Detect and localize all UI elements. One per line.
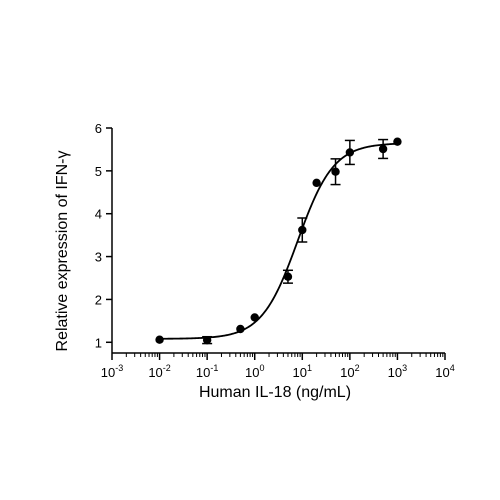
x-tick-label: 101	[293, 363, 312, 380]
x-tick-label: 104	[435, 363, 454, 380]
x-tick-label: 10-3	[101, 363, 123, 380]
data-point	[250, 313, 259, 322]
y-tick-label: 5	[95, 164, 102, 179]
x-tick-base: 10	[435, 365, 449, 380]
x-tick-label: 10-2	[148, 363, 170, 380]
data-point	[378, 144, 388, 154]
data-points-layer	[155, 137, 402, 345]
data-point	[283, 272, 293, 281]
x-axis: 10-3 10-2 10-1 100 101 102 103 104	[101, 352, 455, 380]
fit-curve-layer	[159, 142, 398, 340]
y-axis-title: Relative expression of IFN-γ	[54, 151, 71, 352]
data-point	[312, 178, 321, 188]
data-point	[155, 335, 164, 344]
data-point	[331, 167, 340, 176]
x-tick-exponent: -2	[163, 363, 171, 373]
data-point	[298, 225, 307, 235]
x-tick-label: 103	[388, 363, 407, 380]
x-tick-exponent: -3	[115, 363, 123, 373]
x-tick-base: 10	[388, 365, 402, 380]
x-tick-base: 10	[293, 365, 307, 380]
data-point	[393, 137, 402, 146]
y-axis: 1 2 3 4 5 6	[95, 121, 113, 353]
y-tick-label: 4	[95, 207, 102, 222]
x-tick-label: 10-1	[196, 363, 218, 380]
x-tick-base: 10	[196, 365, 210, 380]
y-tick-label: 2	[95, 292, 102, 307]
x-tick-base: 10	[148, 365, 162, 380]
x-tick-exponent: 3	[402, 363, 407, 373]
x-tick-base: 10	[101, 365, 115, 380]
x-tick-exponent: 4	[450, 363, 455, 373]
data-point	[345, 148, 355, 157]
y-tick-label: 1	[95, 335, 102, 350]
x-tick-exponent: 2	[355, 363, 360, 373]
x-tick-label: 102	[340, 363, 359, 380]
data-point	[236, 324, 245, 334]
x-tick-exponent: -1	[210, 363, 218, 373]
fit-curve	[159, 142, 398, 340]
data-point	[202, 335, 212, 345]
y-tick-label: 6	[95, 121, 102, 136]
x-tick-base: 10	[245, 365, 259, 380]
x-tick-base: 10	[340, 365, 354, 380]
x-tick-label: 100	[245, 363, 264, 380]
x-tick-exponent: 1	[307, 363, 312, 373]
y-tick-label: 3	[95, 250, 102, 265]
x-tick-exponent: 0	[259, 363, 264, 373]
x-axis-title: Human IL-18 (ng/mL)	[199, 384, 351, 401]
